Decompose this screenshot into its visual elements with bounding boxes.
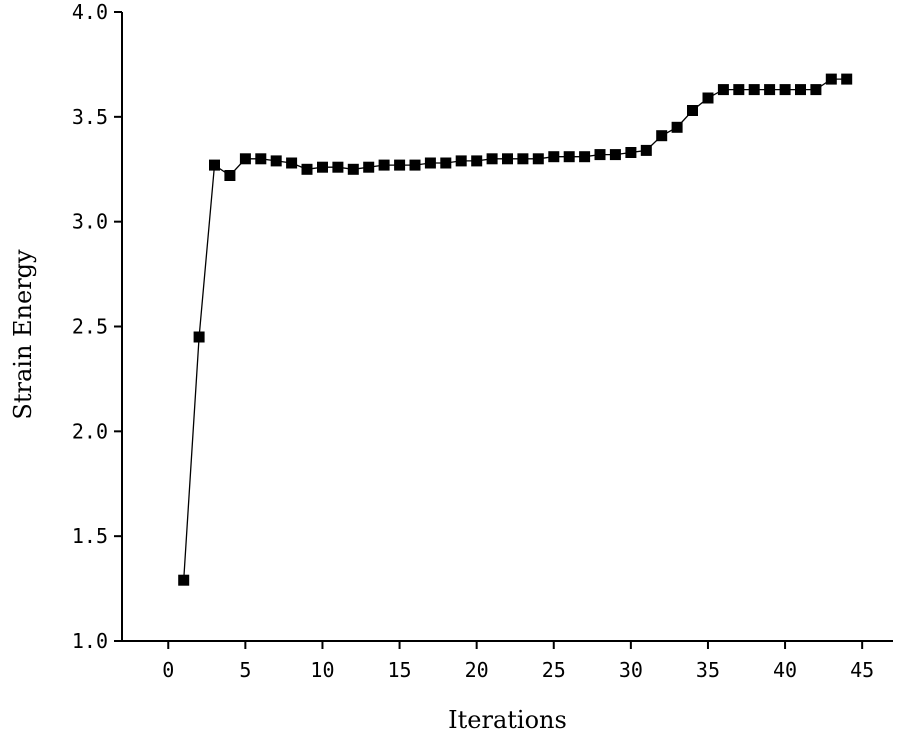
data-point (502, 153, 513, 165)
data-point (795, 84, 806, 96)
data-point (317, 161, 328, 173)
data-point (409, 159, 421, 171)
x-tick-label: 35 (696, 658, 720, 682)
data-point (702, 92, 714, 104)
data-point (378, 159, 390, 171)
data-point (455, 155, 467, 167)
data-point (779, 84, 791, 96)
y-tick-label: 2.5 (72, 315, 108, 339)
data-point (717, 84, 729, 96)
data-point (656, 130, 668, 142)
data-point (609, 149, 621, 161)
data-point (471, 155, 483, 167)
data-point (841, 73, 853, 85)
y-tick-label: 1.5 (72, 524, 108, 548)
x-tick-label: 10 (310, 658, 334, 682)
series-layer (178, 73, 853, 586)
data-point (239, 153, 251, 165)
data-point (810, 84, 822, 96)
x-tick-label: 15 (388, 658, 412, 682)
data-point (548, 151, 560, 163)
x-tick-label: 30 (619, 658, 643, 682)
y-tick-label: 2.0 (72, 419, 108, 443)
data-point (363, 161, 375, 173)
data-point (347, 163, 359, 175)
y-tick-label: 3.0 (72, 210, 108, 234)
data-point (209, 159, 220, 171)
y-tick-label: 4.0 (72, 0, 108, 24)
data-point (424, 157, 436, 169)
data-point (733, 84, 745, 96)
data-point (532, 153, 544, 165)
data-point (394, 159, 406, 171)
data-point (640, 144, 652, 156)
data-point (178, 574, 190, 586)
x-tick-label: 45 (850, 658, 874, 682)
x-tick-label: 25 (542, 658, 566, 682)
y-axis-title: Strain Energy (9, 249, 37, 420)
data-point (579, 151, 591, 163)
data-point (486, 153, 498, 165)
data-point (764, 84, 776, 96)
data-point (563, 151, 575, 163)
data-point (224, 170, 236, 181)
x-tick-label: 20 (465, 658, 489, 682)
data-point (193, 331, 205, 343)
data-point (671, 121, 683, 133)
axes: 0 5 10 15 20 25 30 35 40 45 1.0 1.5 2.0 2.5 3.0 3.5 4.0 (72, 0, 893, 682)
data-point (687, 105, 698, 116)
data-point (270, 155, 282, 167)
y-tick-label: 1.0 (72, 629, 108, 653)
data-point (825, 73, 837, 85)
series-line (183, 78, 847, 581)
data-point (594, 149, 606, 161)
data-point (625, 147, 637, 158)
x-tick-label: 5 (239, 658, 251, 682)
x-tick-label: 0 (162, 658, 174, 682)
data-point (301, 163, 313, 175)
data-point (440, 157, 452, 169)
x-tick-label: 40 (773, 658, 797, 682)
y-tick-label: 3.5 (72, 105, 108, 129)
data-point (517, 153, 529, 165)
data-point (286, 157, 298, 169)
data-point (332, 161, 344, 173)
data-point (255, 153, 267, 165)
x-axis-title: Iterations (448, 706, 567, 734)
data-point (748, 84, 760, 96)
